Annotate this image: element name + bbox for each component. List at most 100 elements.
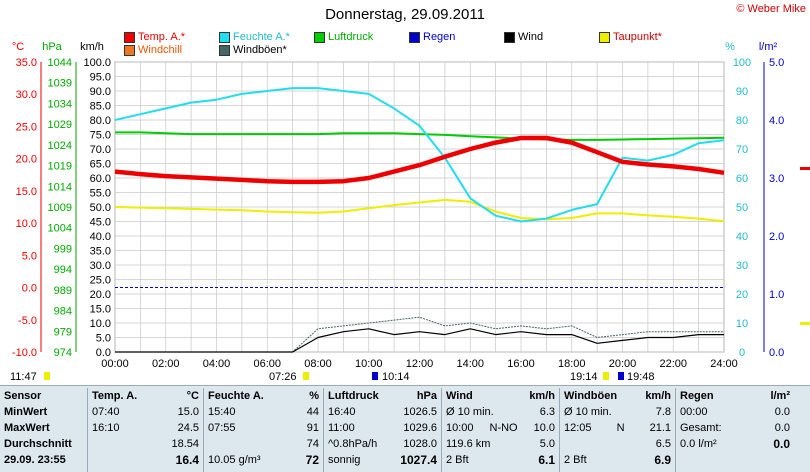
celsius-tick-label: 25.0: [16, 121, 37, 133]
celsius-tick-label: -5.0: [18, 315, 37, 327]
legend-rain[interactable]: Regen: [409, 31, 455, 43]
stats-sensor: Sensor MinWert MaxWert Durchschnitt 29.0…: [0, 388, 88, 472]
lm2-tick-label: 5.0: [769, 57, 784, 69]
pct-tick-label: 20: [736, 289, 748, 301]
gust-swatch: [219, 44, 230, 56]
lm2-tick-label: 4.0: [769, 115, 784, 127]
kmh-tick-label: 15.0: [90, 304, 111, 316]
celsius-tick-label: 15.0: [16, 186, 37, 198]
stats-rain: Regen l/m² 00:00 0.0 Gesamt: 0.0 0.0 l/m² 0.…: [680, 390, 790, 451]
pct-tick-label: 50: [736, 202, 748, 214]
hpa-tick-label: 984: [54, 306, 72, 318]
legend-windchill[interactable]: Windchill: [124, 44, 182, 56]
time-tick-label: 20:00: [609, 358, 637, 370]
axis-header-lm2: l/m²: [759, 41, 778, 53]
kmh-tick-label: 0.0: [96, 347, 111, 359]
hpa-tick-label: 1009: [48, 202, 72, 214]
axis-header-c: °C: [12, 41, 24, 53]
hpa-tick-label: 1019: [48, 161, 72, 173]
celsius-tick-label: 20.0: [16, 154, 37, 166]
pct-tick-label: 0: [739, 347, 745, 359]
hpa-tick-label: 1044: [48, 57, 72, 69]
time-tick-label: 24:00: [710, 358, 738, 370]
celsius-tick-label: 35.0: [16, 57, 37, 69]
chart-event-marks: 11:47 07:26 10:14 19:14 19:48: [10, 167, 810, 383]
legend-humid[interactable]: Feuchte A.*: [219, 31, 290, 43]
time-tick-label: 14:00: [456, 358, 484, 370]
event-label-sunrise_left: 11:47: [10, 371, 37, 383]
wind-swatch: [504, 31, 515, 43]
chart-grid: [114, 61, 725, 353]
hpa-tick-label: 1034: [48, 98, 72, 110]
chart-series: [114, 87, 725, 353]
time-tick-label: 02:00: [152, 358, 180, 370]
pct-tick-label: 60: [736, 173, 748, 185]
rain-swatch: [409, 31, 420, 43]
statistics-panel: Sensor MinWert MaxWert Durchschnitt 29.0…: [0, 385, 810, 472]
time-tick-label: 12:00: [406, 358, 434, 370]
pct-tick-label: 90: [736, 86, 748, 98]
wind-line: [115, 328, 724, 353]
kmh-tick-label: 95.0: [90, 72, 111, 84]
stats-temp: Temp. A. °C 07:40 15.0 16:10 24.5 18.54 16.…: [88, 388, 204, 472]
max-label: MaxWert: [4, 422, 50, 434]
legend-pressure[interactable]: Luftdruck: [314, 31, 373, 43]
humidity-line: [114, 87, 725, 223]
kmh-tick-label: 85.0: [90, 101, 111, 113]
lm2-tick-label: 0.0: [769, 347, 784, 359]
kmh-tick-label: 10.0: [90, 318, 111, 330]
kmh-tick-label: 45.0: [90, 217, 111, 229]
time-tick-label: 18:00: [558, 358, 586, 370]
celsius-tick-label: 0.0: [22, 283, 37, 295]
time-tick-label: 06:00: [253, 358, 281, 370]
time-tick-label: 04:00: [203, 358, 231, 370]
time-tick-label: 00:00: [101, 358, 129, 370]
kmh-tick-label: 40.0: [90, 231, 111, 243]
time-tick-label: 22:00: [659, 358, 687, 370]
pct-tick-label: 30: [736, 260, 748, 272]
min-label: MinWert: [4, 406, 48, 418]
pct-tick-label: 100: [733, 57, 751, 69]
kmh-tick-label: 20.0: [90, 289, 111, 301]
pressure-line: [115, 131, 725, 141]
legend-dew[interactable]: Taupunkt*: [599, 31, 662, 43]
legend-temp[interactable]: Temp. A.*: [124, 31, 185, 43]
event-marker: [303, 372, 309, 380]
celsius-tick-label: -10.0: [12, 347, 37, 359]
gust-line: [115, 316, 724, 353]
hpa-tick-label: 989: [54, 285, 72, 297]
current-time-label: 29.09. 23:55: [4, 454, 66, 466]
legend-wind[interactable]: Wind: [504, 31, 543, 43]
kmh-tick-label: 90.0: [90, 86, 111, 98]
event-marker: [372, 372, 378, 380]
temp-line: [114, 135, 725, 185]
lm2-tick-label: 1.0: [769, 289, 784, 301]
pct-tick-label: 70: [736, 144, 748, 156]
weather-chart: °C hPa km/h% l/m² 35.0 30.0 25.0 20.0 15.0 10.0 5.…: [10, 41, 810, 383]
stats-pressure: Luftdruck hPa 16:40 1026.5 11:00 1029.6 ^0.…: [324, 388, 442, 472]
sensor-header: Sensor: [4, 390, 42, 402]
event-label-mark1: 10:14: [382, 371, 410, 383]
kmh-tick-label: 50.0: [90, 202, 111, 214]
axis-header-pct: %: [725, 41, 735, 53]
hpa-tick-label: 1039: [48, 78, 72, 90]
time-tick-label: 16:00: [507, 358, 535, 370]
windchill-swatch: [124, 44, 135, 56]
time-tick-label: 10:00: [355, 358, 383, 370]
event-label-mark2: 19:48: [627, 371, 655, 383]
celsius-tick-label: 10.0: [16, 218, 37, 230]
kmh-tick-label: 60.0: [90, 173, 111, 185]
kmh-tick-label: 65.0: [90, 159, 111, 171]
kmh-tick-label: 55.0: [90, 188, 111, 200]
hpa-tick-label: 1004: [48, 223, 72, 235]
axis-header-kmh: km/h: [80, 41, 104, 53]
time-tick-label: 08:00: [304, 358, 332, 370]
pct-tick-label: 10: [736, 318, 748, 330]
event-marker: [44, 372, 50, 380]
dewpoint-line: [114, 198, 725, 223]
legend-gust[interactable]: Windböen*: [219, 44, 287, 56]
chart-axes: °C hPa km/h% l/m² 35.0 30.0 25.0 20.0 15.0 10.0 5.…: [12, 41, 784, 370]
current-temp-indicator: [800, 167, 810, 170]
stats-gust: Windböen km/h Ø 10 min. 7.8 12:05 N 21.1 6.5…: [560, 388, 676, 472]
event-label-sunrise: 07:26: [269, 371, 297, 383]
